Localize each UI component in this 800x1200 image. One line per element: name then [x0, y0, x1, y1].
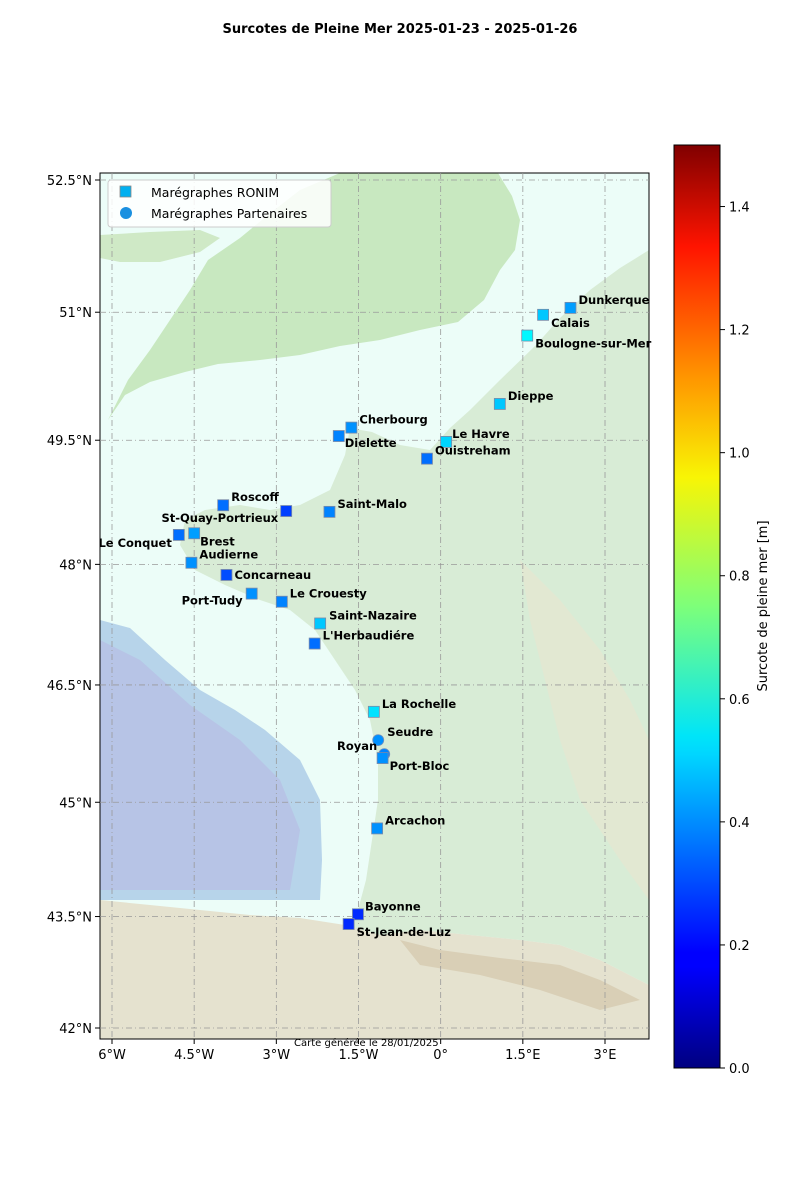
station-label-1: Calais: [551, 316, 590, 330]
station-marker-12: [172, 529, 185, 541]
plot-frame: [99, 172, 650, 1040]
y-tick-label-6: 43.5°N: [47, 911, 92, 926]
station-marker-7: [332, 430, 345, 442]
station-label-17: Saint-Nazaire: [329, 608, 417, 622]
station-marker-3: [493, 398, 506, 410]
legend-ronim-label: Marégraphes RONIM: [151, 185, 279, 200]
legend-box: [107, 179, 332, 228]
station-label-19: La Rochelle: [382, 697, 457, 711]
legend-partner-label: Marégraphes Partenaires: [151, 206, 307, 221]
colorbar-gradient: [673, 144, 721, 1069]
x-tick-label-4: 0°: [433, 1048, 448, 1063]
station-marker-2: [521, 329, 534, 342]
station-label-22: Port-Bloc: [390, 759, 450, 773]
station-label-5: Ouistreham: [435, 444, 511, 458]
station-label-7: Dielette: [345, 436, 397, 450]
station-label-2: Boulogne-sur-Mer: [535, 337, 651, 351]
y-tick-label-4: 46.5°N: [47, 679, 92, 694]
x-tick-label-1: 4.5°W: [174, 1048, 214, 1063]
ireland-land: [100, 230, 220, 262]
station-label-8: Saint-Malo: [337, 497, 407, 511]
station-label-25: St-Jean-de-Luz: [357, 925, 452, 939]
colorbar-tick-label-5: 1.0: [729, 447, 750, 462]
station-marker-18: [308, 637, 321, 650]
colorbar-tick-label-2: 0.4: [729, 816, 750, 831]
station-marker-17: [314, 617, 327, 630]
y-tick-label-0: 52.5°N: [47, 174, 92, 189]
station-label-11: Brest: [200, 534, 235, 548]
station-label-18: L'Herbaudiére: [323, 629, 415, 643]
station-marker-13: [185, 556, 198, 569]
colorbar-ticks: 0.0 0.2 0.4 0.6 0.8 1.0 1.2 1.4: [720, 201, 750, 1077]
massif-relief: [520, 560, 649, 900]
station-marker-25: [342, 918, 355, 930]
colorbar-tick-label-0: 0.0: [729, 1062, 750, 1077]
station-marker-11: [188, 527, 201, 540]
station-label-0: Dunkerque: [578, 293, 649, 307]
station-marker-6: [345, 421, 358, 434]
station-label-23: Arcachon: [385, 813, 445, 827]
colorbar: 0.0 0.2 0.4 0.6 0.8 1.0 1.2 1.4 Surcote de plei…: [673, 144, 771, 1077]
station-label-14: Concarneau: [234, 568, 311, 582]
station-label-9: St-Quay-Portrieux: [161, 511, 278, 525]
basemap: [100, 173, 649, 1039]
station-label-12: Le Conquet: [98, 536, 172, 550]
y-tick-label-7: 42°N: [59, 1022, 92, 1037]
colorbar-tick-label-1: 0.2: [729, 939, 750, 954]
station-label-6: Cherbourg: [359, 413, 427, 427]
station-label-21: Royan: [337, 739, 377, 753]
x-tick-label-6: 3°E: [594, 1048, 617, 1063]
britain-land: [108, 173, 520, 420]
x-tick-label-2: 3°W: [263, 1048, 291, 1063]
colorbar-tick-label-4: 0.8: [729, 570, 750, 585]
station-marker-22: [376, 752, 389, 764]
x-tick-label-0: 6°W: [98, 1048, 126, 1063]
y-tick-label-2: 49.5°N: [47, 434, 92, 449]
iberia-land: [100, 900, 649, 1039]
station-marker-0: [564, 301, 577, 314]
station-marker-10: [217, 499, 230, 512]
x-tick-label-3: 1.5°W: [338, 1048, 378, 1063]
colorbar-tick-label-3: 0.6: [729, 693, 750, 708]
france-land: [180, 250, 649, 985]
station-marker-4: [440, 436, 453, 448]
station-marker-8: [323, 505, 336, 518]
station-marker-9: [280, 505, 293, 517]
generation-date-note: Carte générée le 28/01/2025: [294, 1038, 439, 1049]
legend: Marégraphes RONIM Marégraphes Partenaire…: [107, 179, 332, 228]
station-label-16: Le Crouesty: [290, 587, 367, 601]
station-marker-14: [220, 569, 233, 581]
station-label-20: Seudre: [387, 725, 433, 739]
station-label-13: Audierne: [199, 548, 258, 562]
station-marker-16: [275, 595, 288, 608]
colorbar-tick-label-7: 1.4: [729, 201, 750, 216]
y-tick-label-3: 48°N: [59, 558, 92, 573]
axis-ticks: 6°W 4.5°W 3°W 1.5°W 0° 1.5°E 3°E 52.5°N 51°N 49.5…: [47, 174, 617, 1063]
station-marker-20: [372, 734, 385, 746]
station-label-3: Dieppe: [508, 389, 554, 403]
station-label-4: Le Havre: [452, 427, 510, 441]
station-marker-24: [352, 908, 364, 921]
x-tick-label-5: 1.5°E: [505, 1048, 540, 1063]
colorbar-tick-label-6: 1.2: [729, 324, 750, 339]
y-tick-label-5: 45°N: [59, 796, 92, 811]
pyrenees-relief: [400, 940, 640, 1010]
station-label-24: Bayonne: [365, 899, 421, 913]
y-tick-label-1: 51°N: [59, 306, 92, 321]
station-marker-23: [371, 822, 384, 835]
station-marker-5: [421, 452, 433, 465]
stations-layer: Dunkerque Calais Boulogne-sur-Mer Dieppe Le …: [98, 293, 651, 939]
station-label-15: Port-Tudy: [182, 594, 244, 608]
colorbar-label: Surcote de pleine mer [m]: [756, 520, 771, 691]
legend-partner-marker: [120, 207, 132, 219]
station-marker-19: [367, 705, 380, 718]
station-label-10: Roscoff: [231, 490, 279, 504]
abyssal-area: [100, 640, 300, 890]
station-marker-1: [537, 308, 550, 321]
chart-title: Surcotes de Pleine Mer 2025-01-23 - 2025…: [222, 22, 578, 37]
legend-ronim-marker: [119, 185, 132, 198]
station-marker-15: [245, 587, 258, 600]
